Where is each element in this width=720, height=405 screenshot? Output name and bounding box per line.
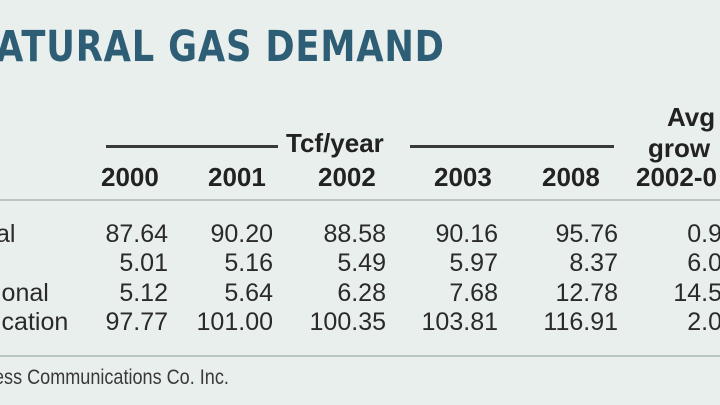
table-cell: 88.58 [323, 220, 386, 248]
row-label: al [0, 220, 16, 248]
table-cell: 5.64 [224, 279, 273, 307]
table-cell: 6.28 [337, 279, 386, 307]
row-label: ication [0, 308, 69, 336]
year-header: 2000 [101, 162, 159, 192]
growth-header-line1: Avg [667, 102, 716, 132]
table-cell: 5.49 [337, 249, 386, 277]
table-cell: 101.00 [196, 308, 273, 336]
growth-header-line3: 2002-0 [636, 162, 717, 192]
year-header: 2008 [542, 162, 600, 192]
year-header: 2002 [318, 162, 376, 192]
table-cell: 6.0 [687, 249, 720, 277]
year-header: 2001 [208, 162, 266, 192]
year-header: 2003 [434, 162, 492, 192]
table-cell: 14.5 [673, 279, 720, 307]
row-label: ional [0, 279, 49, 307]
unit-label: Tcf/year [286, 128, 384, 158]
span-rule-right [410, 145, 614, 148]
footer-divider [0, 355, 720, 357]
table-cell: 5.12 [119, 279, 168, 307]
table-cell: 0.9 [687, 220, 720, 248]
table-cell: 5.16 [224, 249, 273, 277]
table-cell: 12.78 [555, 279, 618, 307]
span-rule-left [106, 145, 278, 148]
source-credit: ess Communications Co. Inc. [0, 366, 229, 389]
table-cell: 95.76 [555, 220, 618, 248]
table-cell: 97.77 [105, 308, 168, 336]
table-cell: 103.81 [421, 308, 498, 336]
table-cell: 2.0 [687, 308, 720, 336]
table-cell: 116.91 [543, 308, 618, 336]
table-cell: 90.16 [435, 220, 498, 248]
table-cell: 7.68 [449, 279, 498, 307]
table-cell: 5.97 [449, 249, 498, 277]
table-cell: 8.37 [569, 249, 618, 277]
header-divider [0, 199, 720, 201]
table-cell: 5.01 [119, 249, 168, 277]
table-title: ATURAL GAS DEMAND [0, 22, 445, 72]
table-cell: 90.20 [210, 220, 273, 248]
growth-header-line2: grow [648, 133, 711, 163]
table-cell: 87.64 [105, 220, 168, 248]
table-cell: 100.35 [309, 308, 386, 336]
